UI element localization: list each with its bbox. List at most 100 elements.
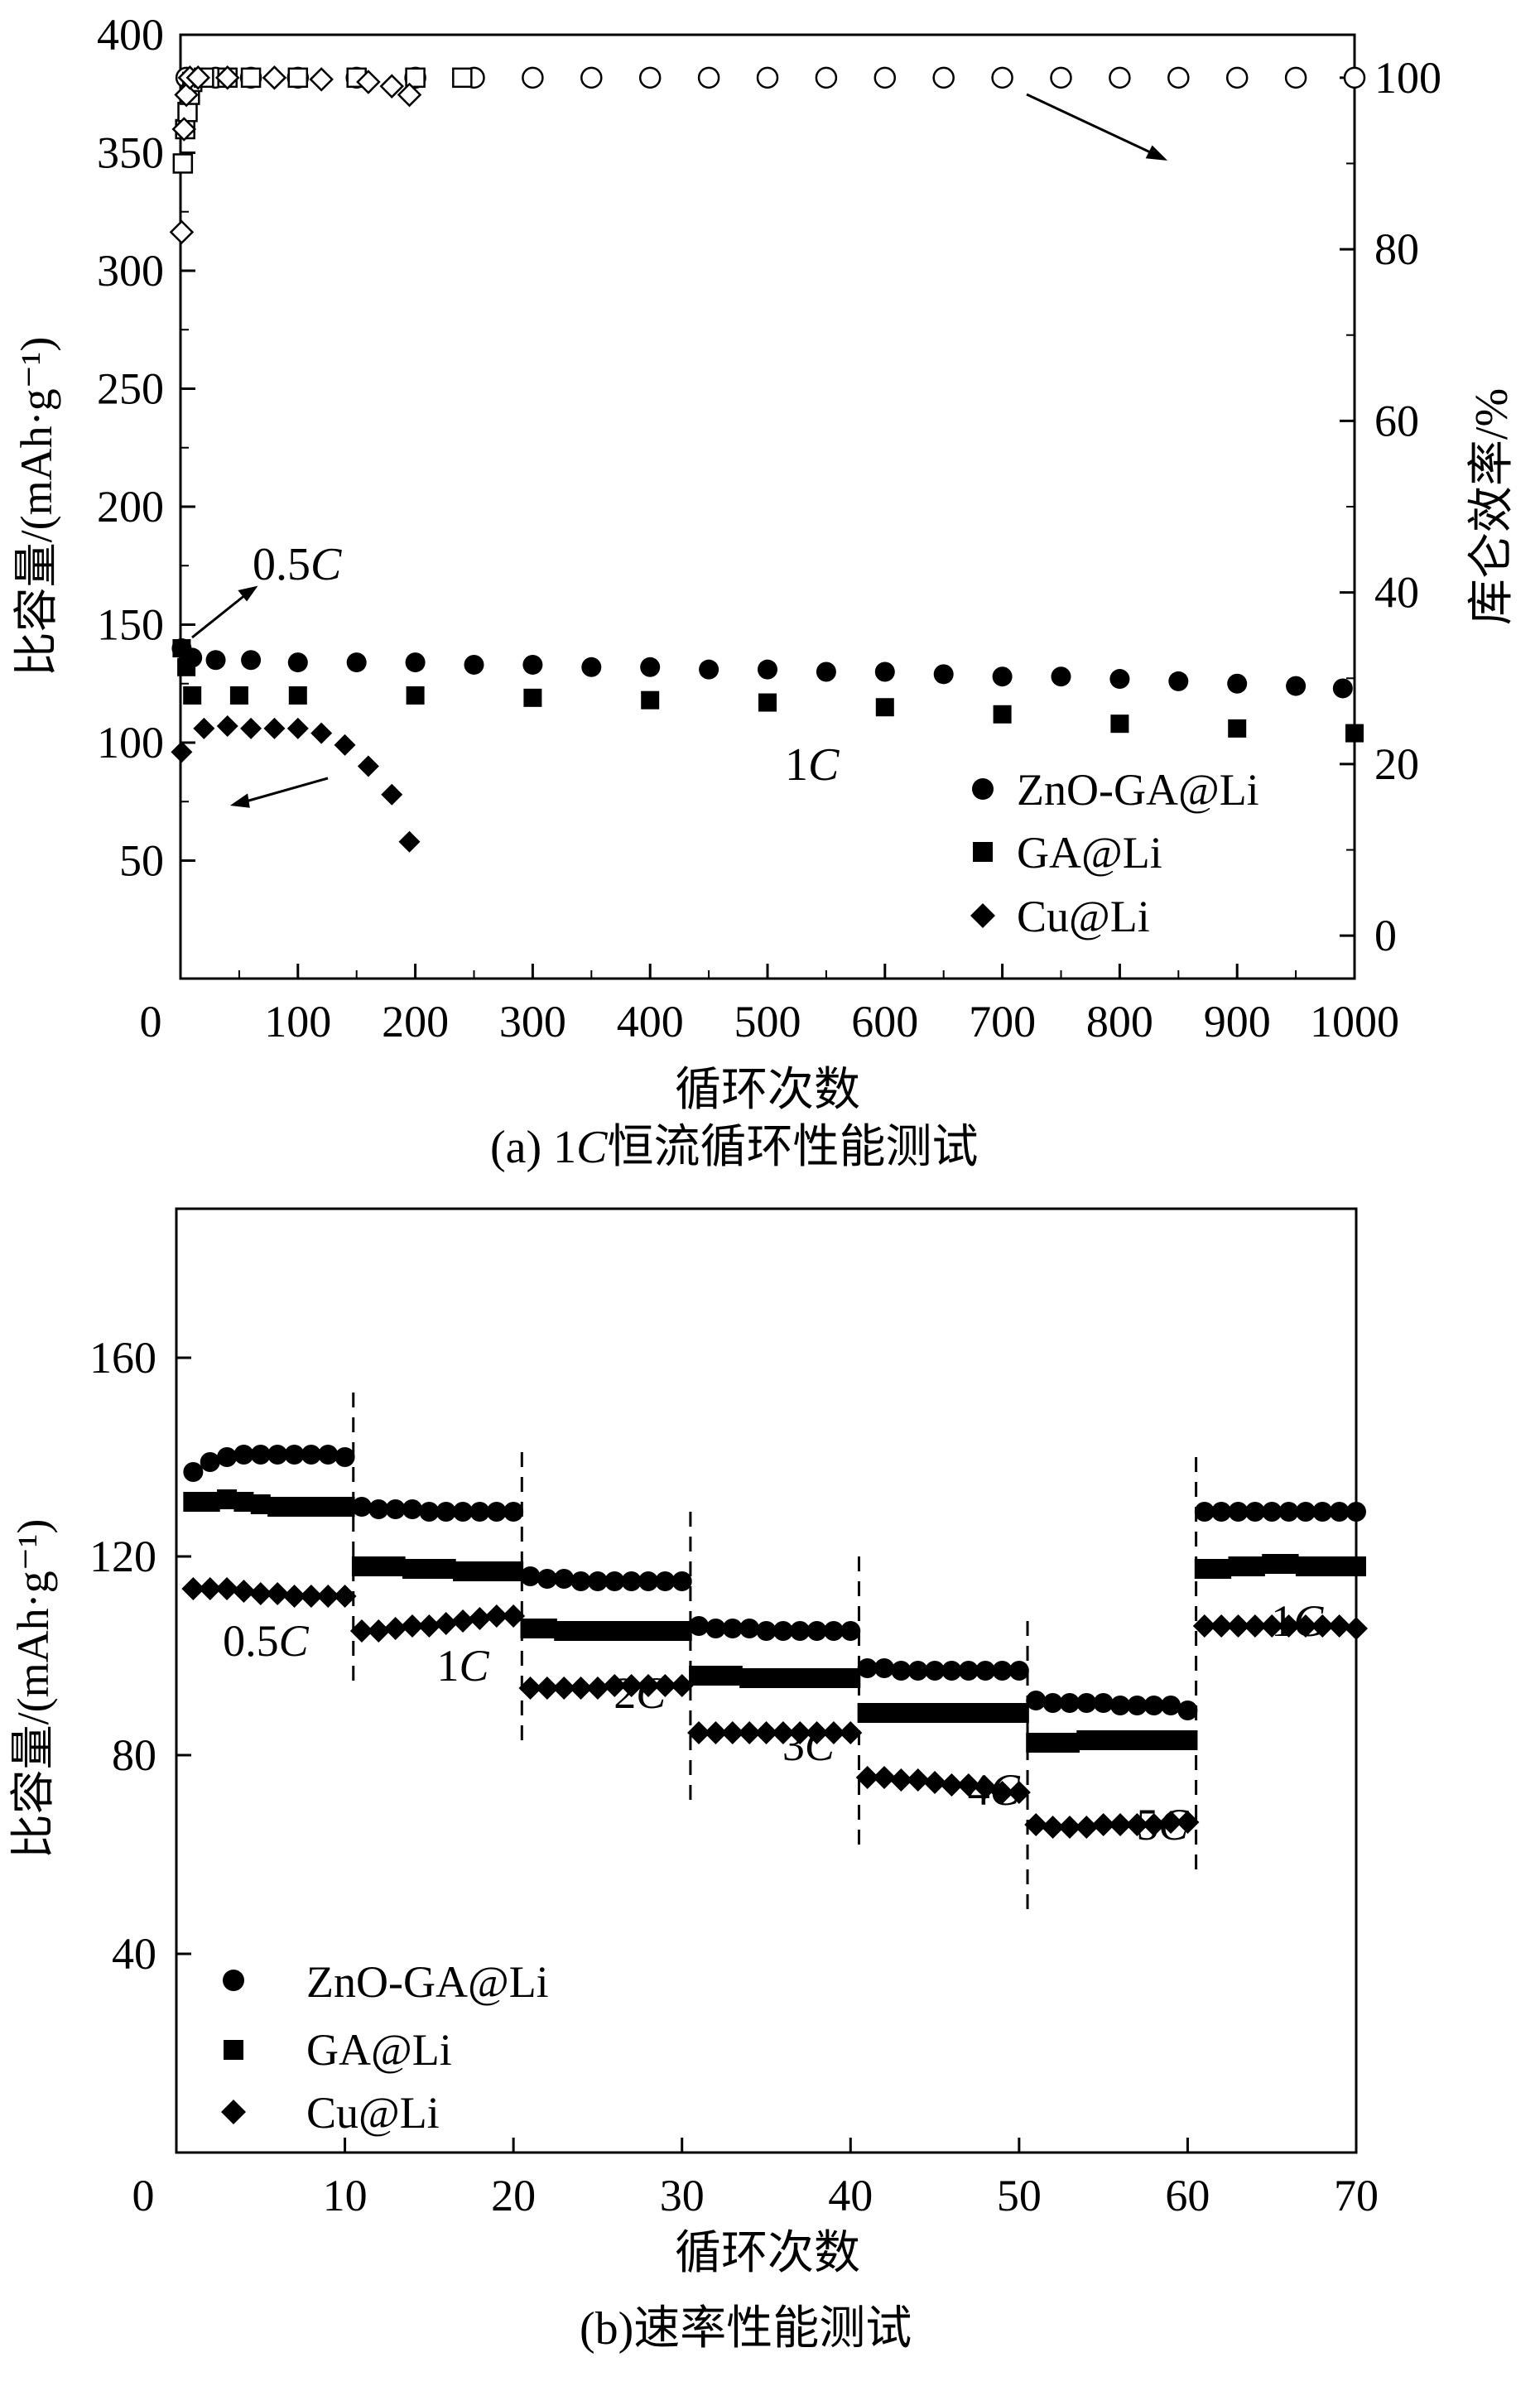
b-point-ga-1-5 bbox=[436, 1559, 456, 1579]
b-point-cu-5-2 bbox=[1057, 1816, 1081, 1839]
b-rate-label-num-0: 0.5 bbox=[223, 1616, 279, 1666]
b-point-zno-ga-5-1 bbox=[1042, 1693, 1063, 1713]
b-point-zno-ga-3-3 bbox=[739, 1619, 760, 1638]
b-point-zno-ga-0-4 bbox=[250, 1445, 271, 1465]
b-point-zno-ga-2-1 bbox=[537, 1569, 557, 1589]
b-point-zno-ga-4-9 bbox=[1008, 1661, 1029, 1681]
a-xtick-label-700: 700 bbox=[969, 997, 1036, 1046]
a-y2tick-label-40: 40 bbox=[1374, 568, 1419, 618]
b-point-zno-ga-6-9 bbox=[1346, 1502, 1366, 1522]
a-point-zno-ga-capacity-16 bbox=[992, 666, 1013, 687]
b-point-ga-5-5 bbox=[1110, 1730, 1130, 1750]
b-point-cu-2-6 bbox=[619, 1674, 643, 1697]
b-point-ga-1-2 bbox=[385, 1556, 406, 1576]
b-point-zno-ga-1-9 bbox=[503, 1502, 524, 1522]
b-point-ga-1-7 bbox=[469, 1561, 490, 1581]
b-point-ga-4-1 bbox=[874, 1703, 894, 1723]
b-point-zno-ga-5-2 bbox=[1059, 1693, 1080, 1713]
b-point-zno-ga-0-1 bbox=[200, 1452, 220, 1472]
a-y2tick-label-20: 20 bbox=[1374, 739, 1419, 789]
b-point-cu-2-8 bbox=[653, 1674, 677, 1697]
b-point-ga-5-0 bbox=[1026, 1733, 1047, 1753]
b-point-cu-3-7 bbox=[805, 1721, 829, 1744]
panel-a-caption: (a) 1C恒流循环性能测试 bbox=[490, 1122, 979, 1173]
b-point-cu-3-2 bbox=[720, 1721, 744, 1744]
b-point-ga-6-4 bbox=[1262, 1554, 1283, 1574]
a-point-zno-ga-efficiency-11 bbox=[756, 66, 779, 89]
b-point-cu-4-6 bbox=[956, 1773, 980, 1797]
b-point-ga-3-0 bbox=[689, 1666, 710, 1686]
b-point-zno-ga-6-3 bbox=[1244, 1502, 1265, 1522]
a-point-cu-efficiency-8 bbox=[356, 70, 381, 94]
a-point-ga-capacity-9 bbox=[875, 698, 894, 717]
b-point-cu-5-7 bbox=[1142, 1813, 1166, 1836]
a-point-zno-ga-efficiency-21 bbox=[1343, 66, 1366, 89]
b-rate-label-unit-0: C bbox=[279, 1616, 310, 1666]
b-point-ga-1-0 bbox=[351, 1556, 372, 1576]
b-point-cu-1-6 bbox=[451, 1609, 475, 1633]
b-point-zno-ga-5-0 bbox=[1026, 1691, 1047, 1710]
a-point-cu-capacity-8 bbox=[357, 755, 379, 777]
b-point-zno-ga-5-3 bbox=[1076, 1693, 1097, 1713]
b-point-cu-3-4 bbox=[754, 1721, 778, 1744]
a-point-zno-ga-capacity-17 bbox=[1051, 666, 1071, 687]
a-point-zno-ga-capacity-8 bbox=[522, 654, 543, 675]
b-point-zno-ga-1-4 bbox=[419, 1502, 440, 1522]
a-point-cu-capacity-7 bbox=[334, 734, 356, 756]
a-ytick-label-200: 200 bbox=[97, 482, 164, 532]
panel-a-y2label: 库仑效率/% bbox=[1466, 388, 1518, 625]
b-xtick-label-0: 0 bbox=[132, 2171, 155, 2220]
legend-b-label-ga: GA@Li bbox=[306, 2025, 452, 2075]
b-point-cu-2-5 bbox=[603, 1674, 627, 1697]
a-ytick-label-350: 350 bbox=[97, 128, 164, 178]
b-rate-label-0: 0.5C bbox=[223, 1616, 310, 1666]
b-point-ga-3-3 bbox=[739, 1668, 760, 1688]
a-xtick-label-200: 200 bbox=[382, 997, 449, 1046]
b-point-cu-0-6 bbox=[282, 1585, 306, 1608]
b-point-zno-ga-5-4 bbox=[1093, 1693, 1114, 1713]
panel-a: 0 100 200 300 400 500 600 700 800 900 1000 5010015… bbox=[12, 10, 1518, 1116]
b-rate-label-num-6: 1 bbox=[1271, 1596, 1293, 1646]
panel-b-x-ticks: 0 10 20 30 40 50 60 70 bbox=[132, 2138, 1379, 2220]
a-point-zno-ga-efficiency-18 bbox=[1167, 66, 1190, 89]
b-point-cu-0-1 bbox=[198, 1577, 222, 1600]
a-point-cu-efficiency-6 bbox=[262, 65, 287, 90]
a-point-ga-capacity-1 bbox=[177, 657, 196, 676]
b-point-ga-2-0 bbox=[520, 1619, 541, 1638]
a-xtick-label-400: 400 bbox=[617, 997, 684, 1046]
b-point-cu-4-8 bbox=[990, 1781, 1014, 1804]
b-point-cu-3-1 bbox=[704, 1721, 728, 1744]
b-point-ga-3-9 bbox=[840, 1668, 861, 1688]
a-point-zno-ga-efficiency-13 bbox=[873, 66, 897, 89]
b-point-zno-ga-6-6 bbox=[1295, 1502, 1316, 1522]
b-point-ga-6-7 bbox=[1312, 1556, 1333, 1576]
b-point-zno-ga-6-7 bbox=[1312, 1502, 1333, 1522]
a-point-zno-ga-capacity-13 bbox=[816, 661, 836, 682]
b-point-zno-ga-2-2 bbox=[554, 1569, 575, 1589]
b-point-ga-4-6 bbox=[958, 1703, 979, 1723]
b-point-ga-6-5 bbox=[1278, 1554, 1299, 1574]
b-point-zno-ga-0-8 bbox=[318, 1445, 339, 1465]
b-point-ga-5-1 bbox=[1042, 1733, 1063, 1753]
b-point-zno-ga-3-1 bbox=[705, 1619, 726, 1638]
b-ytick-label-160: 160 bbox=[89, 1333, 156, 1383]
a-point-ga-capacity-10 bbox=[993, 705, 1012, 724]
b-point-ga-6-6 bbox=[1295, 1556, 1316, 1576]
b-xtick-label-10: 10 bbox=[323, 2171, 368, 2220]
b-rate-label-unit-2: C bbox=[636, 1668, 667, 1718]
b-point-ga-3-1 bbox=[705, 1666, 726, 1686]
b-point-zno-ga-2-7 bbox=[638, 1571, 658, 1591]
a-xtick-label-900: 900 bbox=[1204, 997, 1271, 1046]
panel-a-x-ticks: 0 100 200 300 400 500 600 700 800 900 1000 bbox=[140, 964, 1399, 1046]
b-point-cu-4-2 bbox=[889, 1768, 913, 1792]
a-point-cu-capacity-0 bbox=[171, 741, 193, 763]
b-point-ga-0-4 bbox=[250, 1494, 271, 1514]
b-point-cu-0-0 bbox=[181, 1577, 205, 1600]
b-point-zno-ga-1-1 bbox=[368, 1499, 389, 1519]
b-rate-label-unit-6: C bbox=[1293, 1596, 1324, 1646]
b-point-ga-2-7 bbox=[638, 1621, 658, 1641]
b-point-zno-ga-6-1 bbox=[1211, 1502, 1232, 1522]
b-xtick-label-50: 50 bbox=[997, 2171, 1042, 2220]
a-point-cu-efficiency-7 bbox=[309, 67, 334, 92]
